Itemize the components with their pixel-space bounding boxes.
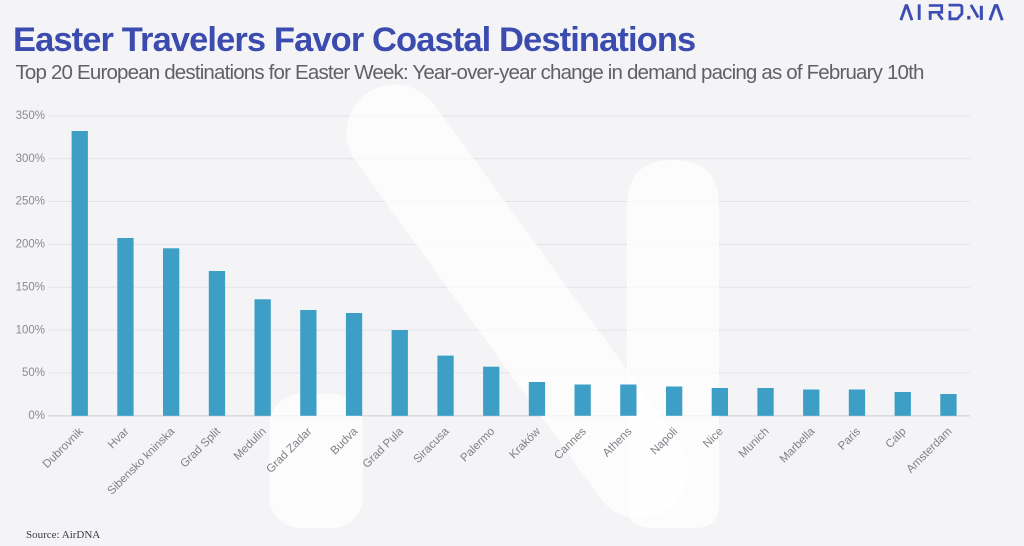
svg-text:Palermo: Palermo bbox=[459, 426, 498, 465]
svg-text:Grad Split: Grad Split bbox=[178, 425, 223, 470]
svg-text:100%: 100% bbox=[16, 324, 45, 336]
svg-text:50%: 50% bbox=[22, 367, 45, 379]
svg-text:Munich: Munich bbox=[737, 426, 772, 461]
svg-text:150%: 150% bbox=[16, 281, 45, 293]
svg-text:Kraków: Kraków bbox=[507, 425, 543, 461]
svg-text:300%: 300% bbox=[16, 153, 45, 165]
svg-text:Calp: Calp bbox=[884, 426, 909, 451]
svg-text:0%: 0% bbox=[28, 410, 45, 422]
svg-text:Hvar: Hvar bbox=[106, 426, 132, 452]
svg-text:Paris: Paris bbox=[836, 425, 863, 452]
svg-text:Marbella: Marbella bbox=[778, 425, 818, 465]
svg-text:350%: 350% bbox=[16, 110, 45, 122]
svg-text:Siracusa: Siracusa bbox=[411, 425, 452, 466]
svg-text:Medulin: Medulin bbox=[232, 426, 269, 463]
svg-text:Grad Pula: Grad Pula bbox=[361, 425, 407, 471]
svg-text:200%: 200% bbox=[16, 239, 45, 251]
svg-text:Dubrovnik: Dubrovnik bbox=[41, 425, 86, 470]
svg-text:250%: 250% bbox=[16, 196, 45, 208]
svg-text:Amsterdam: Amsterdam bbox=[904, 426, 954, 476]
